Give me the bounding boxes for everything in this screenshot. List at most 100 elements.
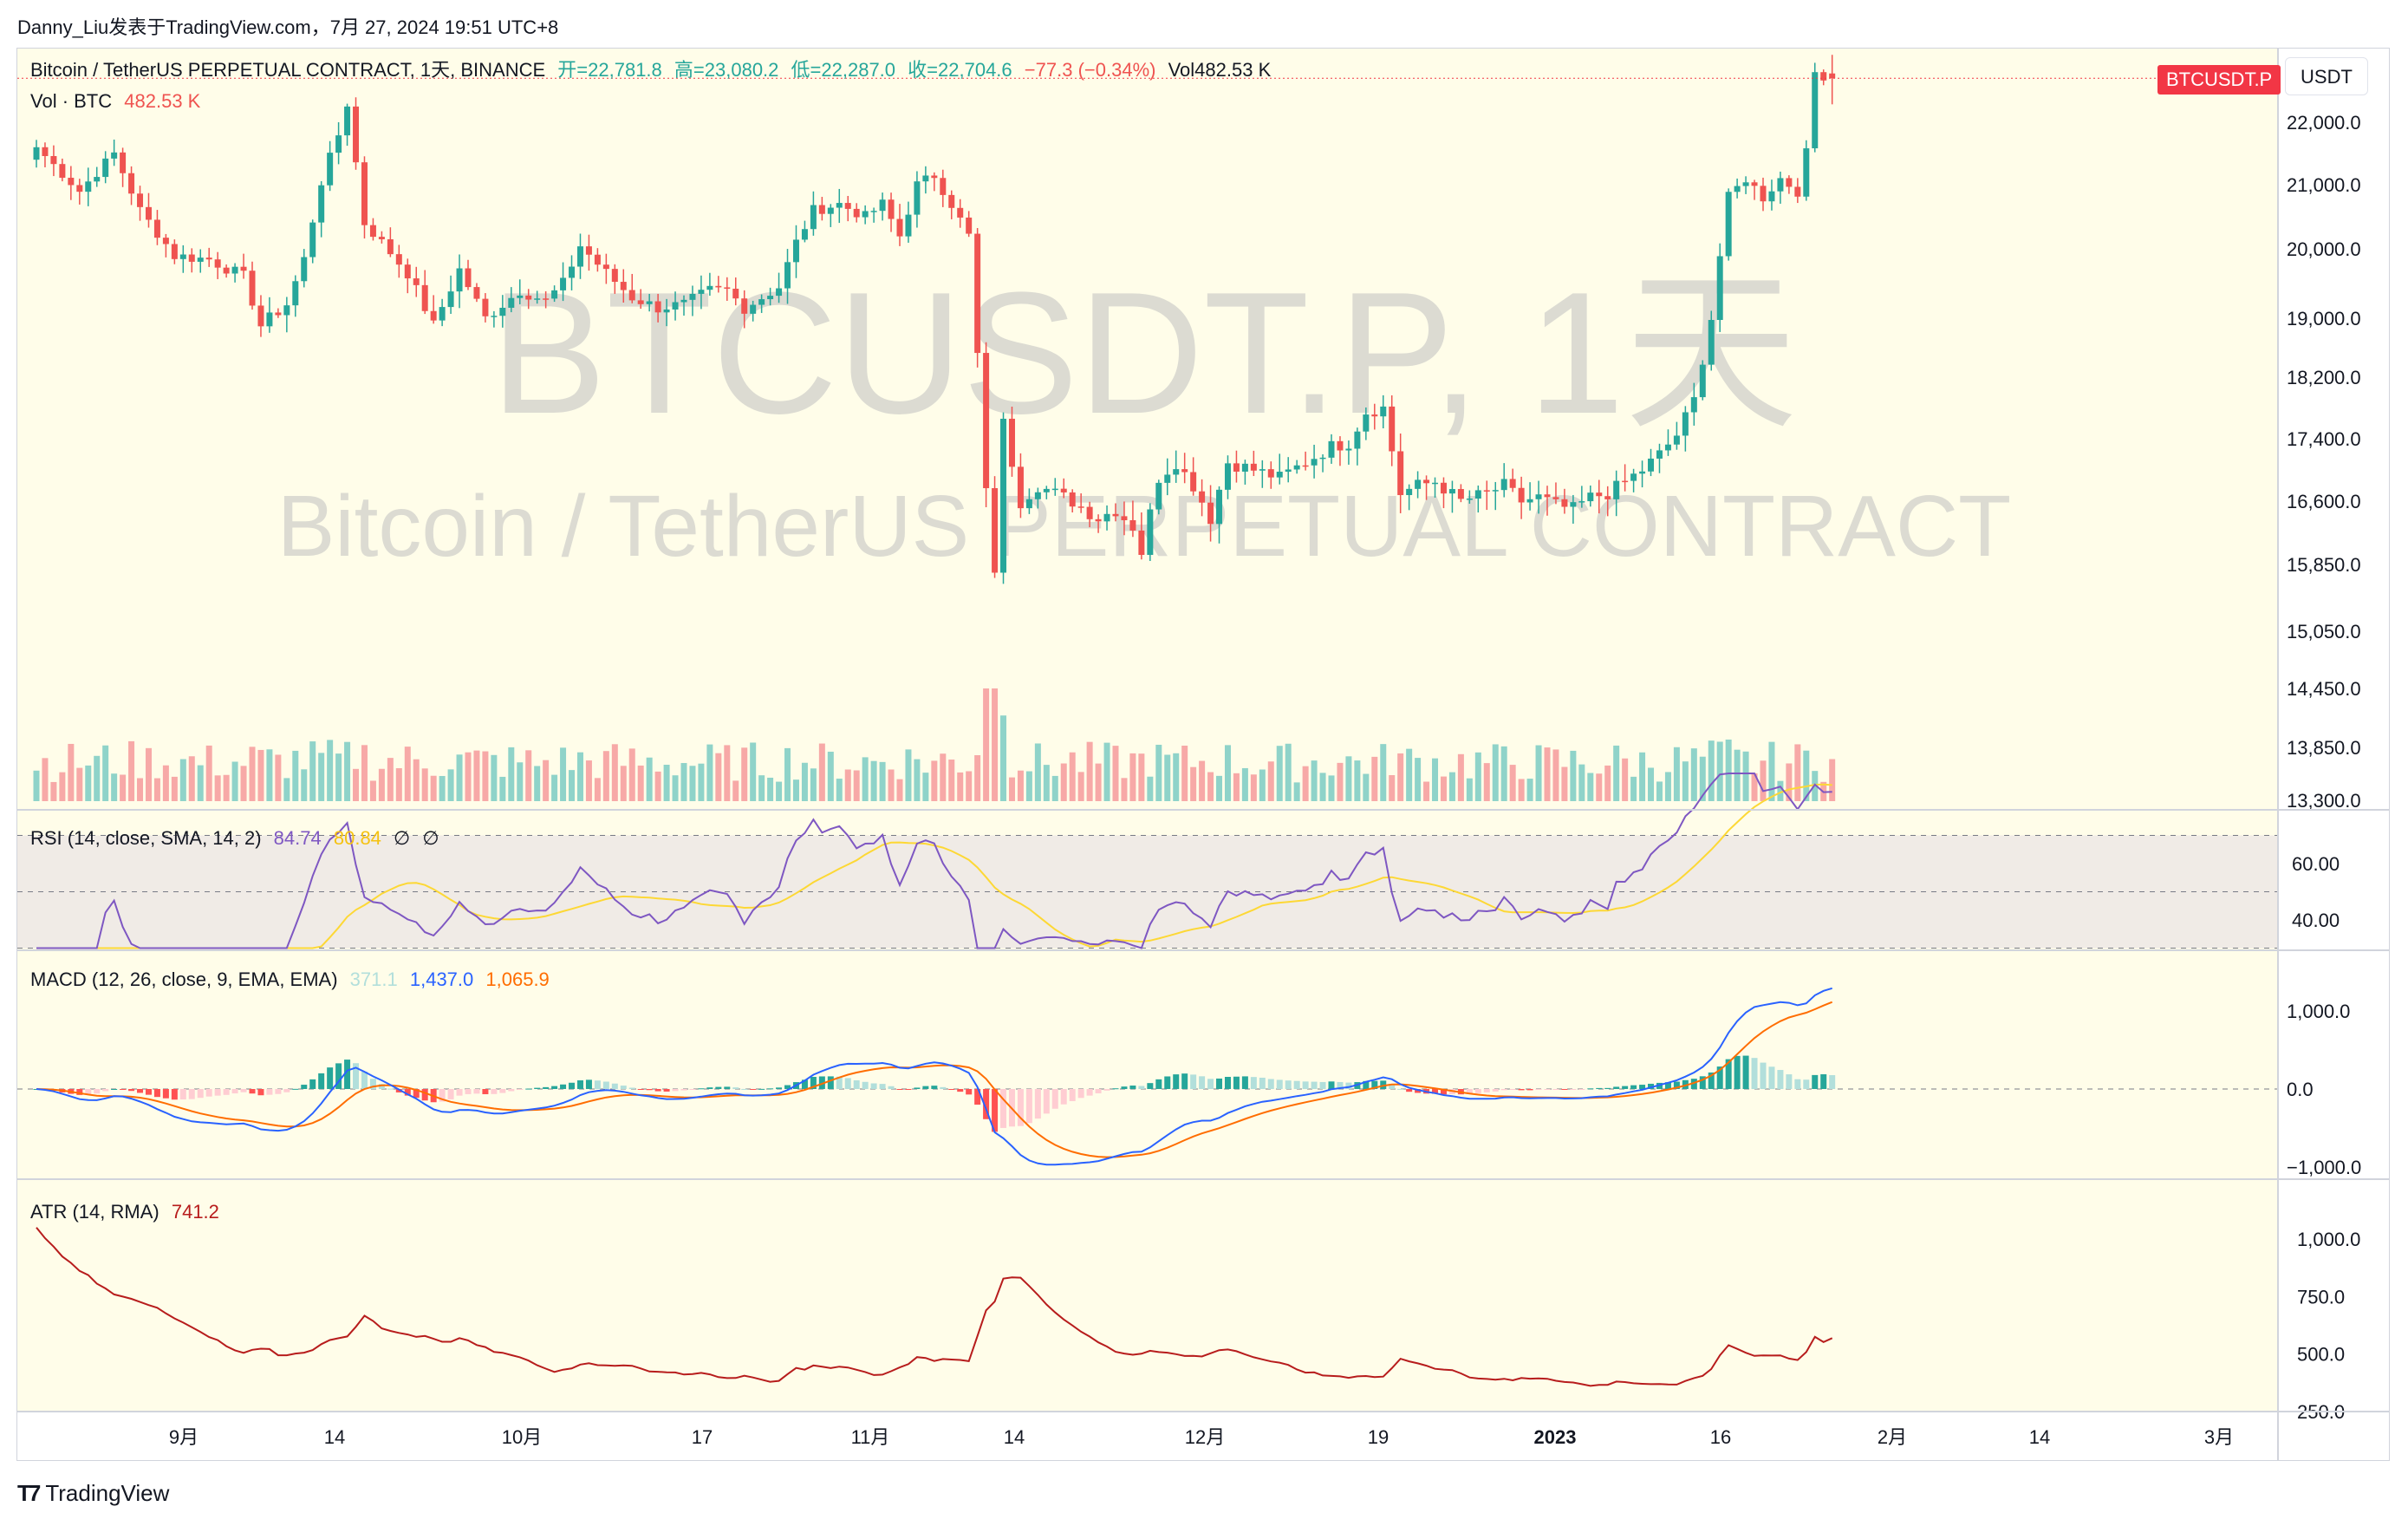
- macd-histogram-bar: [1112, 1088, 1119, 1090]
- macd-histogram-bar: [1043, 1089, 1050, 1114]
- macd-histogram-bar: [1276, 1079, 1283, 1089]
- currency-button[interactable]: USDT: [2285, 57, 2368, 95]
- volume-bar: [784, 747, 791, 801]
- volume-bar: [646, 757, 653, 801]
- candle-body: [1768, 191, 1775, 202]
- volume-bar: [1250, 774, 1257, 801]
- volume-bar: [1363, 773, 1370, 801]
- candle-body: [145, 206, 152, 220]
- macd-histogram-bar: [1596, 1087, 1603, 1089]
- candle-body: [706, 285, 713, 290]
- candle-body: [792, 239, 799, 263]
- candle-body: [1250, 463, 1257, 471]
- candle-body: [1112, 513, 1119, 517]
- macd-histogram-bar: [1069, 1089, 1076, 1102]
- macd-histogram-bar: [188, 1089, 195, 1099]
- volume-bar: [111, 773, 118, 801]
- volume-bar: [404, 747, 411, 801]
- macd-histogram-bar: [1164, 1076, 1171, 1089]
- volume-bar: [767, 777, 774, 801]
- rsi-legend[interactable]: RSI (14, close, SMA, 14, 2) 84.74 80.84 …: [30, 826, 446, 851]
- x-tick-label: 14: [2029, 1426, 2050, 1448]
- macd-histogram-bar: [1363, 1080, 1370, 1089]
- macd-histogram-bar: [395, 1089, 402, 1092]
- volume-bar: [1466, 778, 1473, 801]
- main-legend[interactable]: Bitcoin / TetherUS PERPETUAL CONTRACT, 1…: [30, 58, 1278, 82]
- macd-legend[interactable]: MACD (12, 26, close, 9, EMA, EMA) 371.1 …: [30, 968, 556, 992]
- macd-histogram-bar: [914, 1087, 921, 1089]
- volume-bar: [1069, 752, 1076, 801]
- volume-bar: [42, 758, 49, 801]
- macd-histogram-bar: [1535, 1089, 1542, 1090]
- candle-body: [1293, 465, 1300, 470]
- volume-bar: [120, 774, 127, 801]
- candle-body: [1259, 469, 1266, 471]
- candle-body: [1415, 479, 1422, 489]
- volume-bar: [818, 743, 825, 801]
- macd-histogram-bar: [862, 1081, 869, 1089]
- candle-body: [1190, 472, 1197, 492]
- volume-bar: [1432, 758, 1439, 801]
- volume-bar: [1285, 743, 1292, 801]
- volume-bar: [421, 768, 428, 801]
- x-tick-label: 14: [324, 1426, 345, 1448]
- footer-logo[interactable]: T7 TradingView: [17, 1480, 169, 1507]
- macd-histogram-bar: [1302, 1081, 1309, 1089]
- candle-body: [1276, 472, 1283, 478]
- macd-histogram-bar: [689, 1089, 696, 1090]
- macd-histogram-bar: [240, 1089, 247, 1092]
- macd-histogram-bar: [966, 1089, 973, 1095]
- macd-histogram-bar: [576, 1080, 583, 1089]
- candle-body: [1690, 397, 1697, 413]
- candle-body: [1648, 458, 1655, 472]
- volume-bar: [430, 775, 437, 801]
- x-tick-label: 3月: [2204, 1426, 2234, 1448]
- volume-bar: [137, 778, 144, 801]
- macd-histogram-bar: [810, 1077, 817, 1089]
- macd-histogram-bar: [1742, 1055, 1749, 1089]
- candle-body: [870, 211, 877, 212]
- atr-legend[interactable]: ATR (14, RMA) 741.2: [30, 1200, 226, 1224]
- macd-histogram-bar: [741, 1088, 748, 1090]
- volume-bar: [1259, 769, 1266, 801]
- volume-bar: [966, 771, 973, 801]
- volume-bar: [275, 754, 282, 801]
- volume-bar: [922, 773, 929, 801]
- macd-histogram-bar: [1345, 1082, 1352, 1089]
- candle-body: [560, 277, 567, 290]
- volume-bar: [827, 751, 834, 801]
- chart-canvas[interactable]: BTCUSDT.P, 1天 Bitcoin / TetherUS PERPETU…: [17, 49, 2389, 1460]
- macd-histogram-bar: [1415, 1089, 1422, 1093]
- volume-bar: [249, 747, 256, 801]
- macd-histogram-bar: [698, 1088, 705, 1090]
- price-tick-label: 15,050.0: [2287, 621, 2361, 642]
- candle-body: [231, 266, 238, 274]
- volume-bar: [1138, 753, 1145, 801]
- volume-legend[interactable]: Vol · BTC 482.53 K: [30, 89, 207, 114]
- candle-body: [318, 185, 325, 223]
- candle-body: [1051, 488, 1058, 491]
- candle-body: [387, 238, 394, 255]
- macd-histogram-bar: [1181, 1073, 1188, 1089]
- volume-bar: [1751, 773, 1758, 801]
- macd-tick-label: 0.0: [2287, 1079, 2314, 1100]
- price-tick-label: 21,000.0: [2287, 174, 2361, 196]
- macd-histogram-bar: [1760, 1062, 1767, 1089]
- macd-histogram-bar: [335, 1063, 342, 1089]
- candle-body: [1630, 473, 1637, 481]
- candle-body: [1466, 499, 1473, 500]
- macd-histogram-bar: [153, 1089, 160, 1098]
- candle-body: [162, 238, 169, 245]
- volume-bar: [940, 753, 947, 801]
- volume-bar: [240, 766, 247, 801]
- macd-histogram-bar: [905, 1089, 912, 1090]
- volume-bar: [1380, 744, 1387, 801]
- macd-histogram-bar: [344, 1060, 351, 1089]
- volume-bar: [205, 745, 212, 801]
- candle-body: [1587, 492, 1594, 502]
- candle-body: [1199, 491, 1206, 503]
- candle-body: [1389, 406, 1396, 452]
- volume-bar: [637, 765, 644, 801]
- candle-body: [59, 164, 66, 179]
- macd-histogram-bar: [1103, 1089, 1110, 1091]
